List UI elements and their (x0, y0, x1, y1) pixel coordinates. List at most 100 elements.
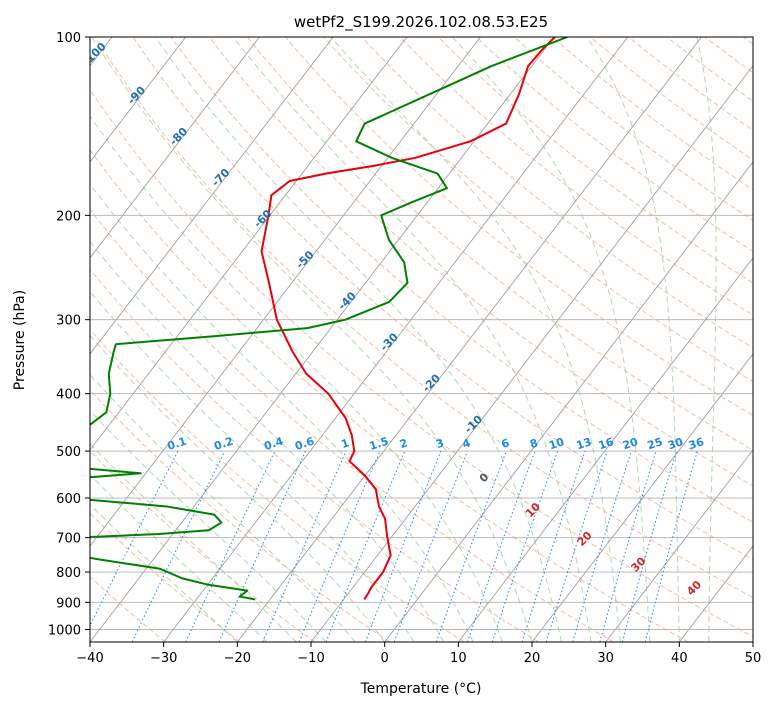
x-tick-label: −40 (76, 651, 103, 666)
moist-adiabat (90, 334, 386, 642)
dry-adiabat (90, 148, 689, 642)
y-tick-label: 100 (56, 31, 81, 46)
mixing-ratio-label: 1.5 (368, 435, 391, 453)
mixing-ratio-label: 10 (547, 435, 566, 452)
chart-title: wetPf2_S199.2026.102.08.53.E25 (294, 13, 548, 32)
y-tick-label: 400 (56, 388, 81, 403)
mixing-ratio-label: 0.6 (293, 434, 316, 452)
mixing-ratio-label: 8 (528, 436, 539, 451)
mixing-ratio-line (467, 450, 536, 642)
y-tick-label: 1000 (48, 623, 81, 638)
dry-adiabat (475, 37, 753, 253)
mixing-ratio-label: 1 (340, 436, 351, 451)
moist-adiabat (696, 37, 717, 642)
mixing-ratio-line (298, 450, 381, 642)
dry-adiabat (399, 37, 753, 316)
mixing-ratio-label: 30 (666, 435, 685, 452)
mixing-ratio-line (90, 450, 179, 627)
dewpoint-profile (90, 37, 568, 601)
mixing-ratio-label: 3 (434, 436, 445, 451)
moist-adiabat (90, 409, 327, 642)
moist-adiabat (154, 37, 562, 642)
mixing-ratio-label: 20 (621, 435, 640, 452)
dry-adiabat (94, 37, 753, 599)
y-tick-label: 600 (56, 492, 81, 507)
moist-adiabat (91, 37, 533, 642)
plot-frame (89, 36, 754, 643)
isotherm (90, 37, 334, 355)
mixing-ratio-line (262, 450, 347, 642)
isotherm (384, 161, 753, 642)
isotherm (90, 37, 187, 163)
x-tick-label: 50 (745, 651, 762, 666)
y-tick-label: 200 (56, 209, 81, 224)
mixing-ratio-line (521, 450, 586, 642)
mixing-ratio-line (599, 450, 657, 642)
x-tick-label: 20 (524, 651, 541, 666)
mixing-ratio-line (325, 450, 406, 642)
x-tick-label: −30 (150, 651, 177, 666)
dry-adiabat (90, 389, 390, 642)
isotherm (605, 449, 753, 642)
dry-adiabat (132, 37, 753, 561)
x-tick-label: −10 (297, 651, 324, 666)
mixing-ratio-label: 13 (575, 435, 594, 452)
moist-adiabat (586, 37, 680, 642)
dry-adiabat (90, 328, 465, 642)
moist-adiabat (90, 290, 415, 642)
mixing-ratio-label: 0.4 (262, 434, 285, 452)
x-tick-label: 30 (597, 651, 614, 666)
dry-adiabat (90, 450, 316, 642)
x-tick-label: 0 (381, 651, 389, 666)
mixing-ratio-label: 6 (500, 436, 512, 451)
isotherm (236, 37, 702, 642)
mixing-ratio-label: 0.1 (166, 435, 189, 453)
isotherm (90, 37, 260, 259)
moist-adiabat (452, 37, 651, 642)
mixing-ratio-label: 36 (687, 435, 706, 452)
mixing-ratio-label: 4 (461, 436, 473, 451)
mixing-ratio-line (545, 450, 608, 642)
temperature-profile (260, 37, 556, 600)
dry-adiabat (361, 37, 753, 349)
x-tick-label: −20 (224, 651, 251, 666)
y-tick-label: 800 (56, 566, 81, 581)
x-tick-label: 40 (671, 651, 688, 666)
y-axis-label: Pressure (hPa) (12, 290, 28, 390)
y-axis: 1000 900 800 700 600 500 400 300 200 100 (48, 31, 90, 638)
dry-adiabat (208, 37, 753, 487)
mixing-ratio-line (435, 450, 507, 642)
moist-adiabat (232, 37, 592, 642)
dry-adiabat (90, 268, 540, 642)
mixing-ratio-line (364, 450, 442, 642)
dry-adiabat (90, 88, 753, 638)
moist-adiabat (90, 183, 474, 642)
moist-adiabat (90, 115, 503, 642)
mixing-ratio-label: 25 (646, 435, 665, 452)
y-tick-label: 500 (56, 445, 81, 460)
dry-adiabat (170, 37, 753, 523)
y-tick-label: 900 (56, 596, 81, 611)
y-tick-label: 700 (56, 532, 81, 547)
dry-adiabat (323, 37, 753, 382)
mixing-ratio-line (572, 450, 632, 642)
dry-adiabat (513, 37, 753, 221)
profile-lines (90, 37, 568, 601)
y-tick-label: 300 (56, 314, 81, 329)
x-axis: −40 −30 −20 −10 0 10 20 30 40 50 (76, 642, 761, 666)
mixing-ratio-line (491, 450, 559, 642)
mixing-ratio-label: 2 (398, 436, 409, 451)
mixing-ratio-line (393, 450, 469, 642)
dry-adiabat (247, 37, 753, 451)
isotherm (90, 37, 481, 547)
dry-adiabat (590, 37, 753, 161)
isotherm (163, 37, 629, 642)
x-axis-label: Temperature (°C) (360, 681, 482, 697)
isotherm (531, 353, 753, 642)
isotherm (457, 257, 753, 642)
mixing-ratio-line (644, 450, 698, 642)
mixing-ratio-line (621, 450, 678, 642)
mixing-ratio-label: 16 (597, 435, 616, 452)
